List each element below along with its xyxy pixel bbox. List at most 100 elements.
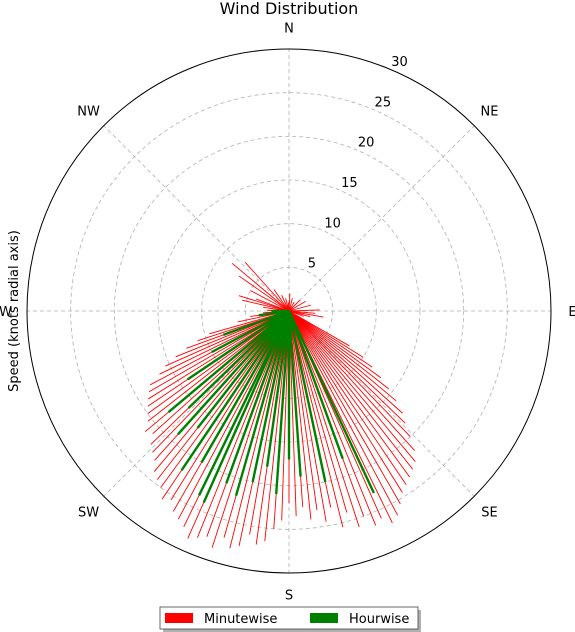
bar-minutewise-86 <box>256 298 290 312</box>
radial-tick-5: 5 <box>308 257 316 272</box>
direction-label-nw: NW <box>77 105 100 120</box>
bar-hourwise-11 <box>197 310 291 496</box>
bar-hourwise-5 <box>275 310 291 495</box>
bar-minutewise-74 <box>165 310 290 367</box>
bar-hourwise-15 <box>177 310 290 436</box>
bar-hourwise-2 <box>287 310 327 483</box>
bar-minutewise-88 <box>238 275 290 312</box>
legend: Minutewise Hourwise <box>159 606 421 632</box>
bar-hourwise-18 <box>186 310 290 381</box>
direction-label-sw: SW <box>78 505 99 520</box>
bar-hourwise-19 <box>211 309 290 354</box>
bar-minutewise-46 <box>249 310 290 535</box>
bar-minutewise-15 <box>288 310 390 390</box>
bar-minutewise-8 <box>288 310 324 318</box>
bar-minutewise-19 <box>288 310 411 437</box>
bar-hourwise-14 <box>196 310 290 429</box>
grid-spoke-nw <box>103 125 290 312</box>
bar-minutewise-87 <box>250 290 290 312</box>
bar-minutewise-30 <box>288 310 377 526</box>
bar-minutewise-91 <box>273 289 290 312</box>
legend-box <box>159 606 419 630</box>
direction-label-s: S <box>285 588 293 603</box>
grid-spoke-se <box>288 310 475 497</box>
wind-bars <box>144 262 416 549</box>
bar-hourwise-17 <box>167 310 290 413</box>
bar-hourwise-8 <box>234 310 291 497</box>
bar-hourwise-16 <box>187 310 290 409</box>
direction-label-ne: NE <box>480 105 498 120</box>
bar-minutewise-1 <box>288 298 293 312</box>
bar-minutewise-55 <box>177 310 290 520</box>
bar-minutewise-6 <box>288 309 320 312</box>
bar-minutewise-42 <box>281 310 290 521</box>
direction-label-w: W <box>0 305 12 320</box>
bar-minutewise-21 <box>288 310 416 462</box>
bar-minutewise-22 <box>288 310 414 470</box>
bar-minutewise-36 <box>288 310 327 522</box>
bar-minutewise-10 <box>288 310 304 317</box>
bar-minutewise-23 <box>288 310 410 478</box>
bar-minutewise-25 <box>288 310 403 493</box>
bar-minutewise-48 <box>229 310 290 549</box>
bar-minutewise-5 <box>288 304 312 312</box>
bar-minutewise-44 <box>264 310 290 542</box>
direction-label-se: SE <box>481 505 497 520</box>
radial-tick-30: 30 <box>391 55 408 70</box>
chart-title: Wind Distribution <box>220 0 359 18</box>
bar-hourwise-10 <box>202 310 291 503</box>
bar-minutewise-59 <box>160 310 290 488</box>
y-axis-label: Speed (knots radial axis) <box>7 230 22 392</box>
bar-minutewise-12 <box>288 310 364 358</box>
radial-tick-25: 25 <box>375 95 392 110</box>
bar-minutewise-4 <box>288 301 306 312</box>
bar-minutewise-85 <box>238 295 290 312</box>
bar-minutewise-13 <box>288 310 373 368</box>
direction-label-e: E <box>568 305 575 320</box>
bar-hourwise-0 <box>287 310 375 494</box>
direction-labels: N NE E SE S SW W NW <box>0 22 575 604</box>
bar-hourwise-20 <box>222 309 290 337</box>
legend-swatch-minutewise <box>165 613 193 623</box>
bar-minutewise-94 <box>287 302 290 312</box>
polar-frame <box>26 48 552 574</box>
bar-minutewise-17 <box>288 310 403 414</box>
bar-minutewise-27 <box>288 310 399 516</box>
legend-label-minutewise: Minutewise <box>204 612 277 627</box>
bar-hourwise-13 <box>180 310 290 471</box>
bar-minutewise-84 <box>242 299 290 312</box>
bar-minutewise-3 <box>288 299 301 312</box>
bar-minutewise-89 <box>231 262 290 312</box>
radial-tick-15: 15 <box>341 176 358 191</box>
bar-minutewise-32 <box>288 310 360 528</box>
bar-minutewise-14 <box>288 310 382 379</box>
bar-minutewise-50 <box>211 310 290 548</box>
bar-minutewise-57 <box>170 310 290 501</box>
bar-hourwise-6 <box>265 310 291 467</box>
bar-minutewise-2 <box>288 301 295 312</box>
bar-minutewise-33 <box>288 310 348 513</box>
bar-minutewise-38 <box>288 310 312 520</box>
radial-tick-10: 10 <box>324 216 341 231</box>
bar-minutewise-24 <box>288 310 407 486</box>
bar-minutewise-90 <box>244 262 290 312</box>
bar-minutewise-37 <box>288 310 318 510</box>
bar-hourwise-7 <box>251 310 291 483</box>
radial-tick-20: 20 <box>358 136 375 151</box>
bar-minutewise-52 <box>196 310 290 538</box>
bar-minutewise-20 <box>288 310 415 451</box>
radial-tick-labels: 5 10 15 20 25 30 <box>308 55 408 272</box>
bar-minutewise-92 <box>281 294 290 312</box>
legend-swatch-hourwise <box>310 613 338 623</box>
grid-spoke-ne <box>288 125 475 312</box>
bar-minutewise-26 <box>288 310 401 505</box>
bar-minutewise-34 <box>288 310 344 528</box>
bar-hourwise-12 <box>200 310 291 463</box>
bar-hourwise-9 <box>225 310 291 484</box>
bar-minutewise-18 <box>288 310 406 424</box>
bar-minutewise-61 <box>153 310 290 472</box>
bar-hourwise-3 <box>287 310 302 477</box>
direction-label-n: N <box>284 22 294 37</box>
bar-hourwise-1 <box>287 310 344 460</box>
